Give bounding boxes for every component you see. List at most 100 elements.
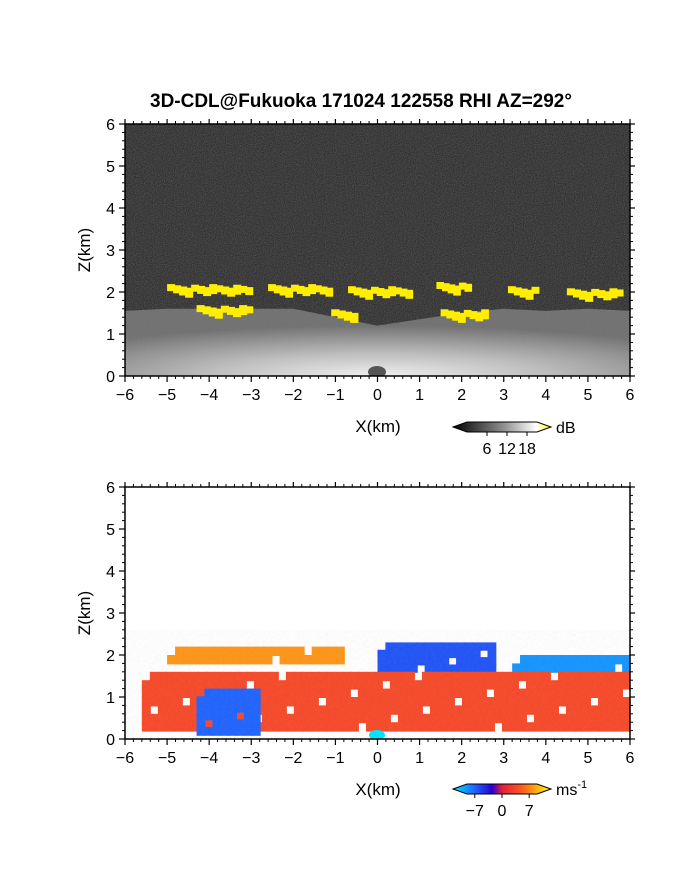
yellow-echo-cell [285, 287, 294, 298]
yellow-echo-cell [239, 285, 248, 293]
yellow-echo-cell [239, 305, 248, 316]
x-tick-label: −3 [242, 387, 260, 404]
yellow-echo-cell [167, 284, 176, 292]
yellow-echo-cell [319, 286, 328, 295]
yellow-echo-cell [185, 287, 194, 298]
x-tick-label: 3 [499, 387, 508, 404]
x-tick-label: −2 [284, 387, 302, 404]
yellow-echo-cell [513, 287, 522, 296]
yellow-echo-cell [191, 284, 200, 292]
velocity-panel: −6 −5 −4 −3 −2 −1 0 1 2 3 4 5 6 0 1 2 3 4 5 6 X(km) Z(km) −… [75, 480, 635, 820]
yellow-echo-cell [452, 311, 460, 321]
yellow-echo-cell [447, 284, 456, 294]
x-tick-label: −2 [284, 750, 302, 767]
yellow-echo-cell [196, 305, 205, 313]
yellow-echo-cell [197, 285, 206, 294]
colorbar-tick-label: 7 [525, 803, 534, 820]
yellow-echo-cell [350, 312, 359, 323]
x-tick-label: 4 [541, 750, 550, 767]
yellow-echo-cell [591, 288, 600, 296]
yellow-layer [167, 282, 624, 323]
yellow-echo-cell [464, 283, 473, 292]
x-tick-label: 5 [583, 387, 592, 404]
yellow-echo-cell [296, 285, 305, 294]
yellow-echo-cell [202, 306, 211, 315]
yellow-echo-cell [325, 287, 334, 297]
yellow-echo-cell [442, 283, 450, 292]
colorbar-tick-label: 12 [498, 441, 516, 458]
x-tick-label: 1 [415, 750, 424, 767]
x-tick-label: 0 [373, 750, 382, 767]
yellow-echo-cell [208, 307, 217, 317]
x-tick-label: −3 [242, 750, 260, 767]
yellow-echo-cell [376, 288, 385, 296]
yellow-echo-cell [382, 289, 391, 299]
x-tick-label: −5 [158, 387, 176, 404]
velocity-unit-exponent: -1 [577, 779, 587, 791]
intensity-axes: −6 −5 −4 −3 −2 −1 0 1 2 3 4 5 6 0 1 2 3 4 5 6 [106, 117, 635, 404]
yellow-echo-cell [525, 289, 534, 300]
colorbar-tick-label: 6 [483, 441, 492, 458]
intensity-colorbar-ticks: 6 12 18 [483, 432, 536, 458]
yellow-echo-cell [481, 309, 489, 320]
x-tick-label: 1 [415, 387, 424, 404]
yellow-echo-cell [268, 284, 276, 292]
yellow-echo-cell [399, 288, 408, 297]
x-tick-label: 0 [373, 387, 382, 404]
y-tick-label: 6 [106, 480, 115, 497]
yellow-echo-cell [359, 288, 368, 298]
yellow-echo-cell [313, 285, 322, 293]
x-tick-label: −6 [116, 750, 134, 767]
x-tick-label: 4 [541, 387, 550, 404]
x-tick-label: 3 [499, 750, 508, 767]
yellow-echo-cell [405, 289, 414, 299]
velocity-texture [125, 630, 630, 739]
intensity-x-axis-label: X(km) [355, 417, 400, 436]
y-tick-label: 4 [106, 201, 115, 218]
yellow-echo-cell [463, 309, 472, 317]
yellow-echo-cell [572, 289, 582, 298]
x-tick-label: −4 [200, 387, 218, 404]
yellow-echo-cell [245, 287, 254, 296]
y-tick-label: 0 [106, 369, 115, 386]
y-tick-label: 1 [106, 327, 115, 344]
y-tick-label: 2 [106, 648, 115, 665]
yellow-echo-cell [220, 305, 229, 313]
yellow-echo-cell [615, 289, 624, 297]
velocity-colorbar-unit: ms-1 [556, 779, 587, 799]
yellow-echo-cell [331, 309, 340, 317]
x-tick-label: 5 [583, 750, 592, 767]
yellow-echo-cell [209, 284, 218, 295]
yellow-echo-cell [475, 312, 484, 322]
y-tick-label: 1 [106, 690, 115, 707]
x-tick-label: −6 [116, 387, 134, 404]
intensity-colorbar: 6 12 18 dB [451, 420, 576, 458]
colorbar-tick-label: 18 [518, 441, 536, 458]
intensity-colorbar-unit: dB [556, 420, 576, 437]
yellow-echo-cell [566, 288, 575, 296]
radar-site-velocity [369, 730, 385, 739]
yellow-echo-cell [365, 289, 373, 300]
y-tick-label: 5 [106, 159, 115, 176]
y-tick-label: 3 [106, 243, 115, 260]
yellow-echo-cell [215, 285, 224, 293]
x-tick-label: −1 [326, 387, 344, 404]
yellow-echo-cell [446, 310, 455, 319]
y-tick-label: 4 [106, 564, 115, 581]
intensity-noise-overlay [125, 124, 630, 376]
yellow-echo-cell [343, 311, 353, 321]
velocity-unit-base: ms [556, 782, 577, 799]
x-tick-label: −1 [326, 750, 344, 767]
yellow-echo-cell [337, 310, 346, 319]
yellow-echo-cell [453, 285, 461, 296]
yellow-echo-cell [388, 286, 396, 297]
intensity-y-axis-label: Z(km) [75, 228, 94, 272]
y-tick-label: 5 [106, 522, 115, 539]
yellow-echo-cell [348, 286, 356, 294]
yellow-echo-cell [469, 311, 478, 320]
yellow-echo-cell [457, 312, 466, 323]
velocity-colorbar-bar [451, 783, 553, 795]
velocity-y-axis-label: Z(km) [75, 591, 94, 635]
